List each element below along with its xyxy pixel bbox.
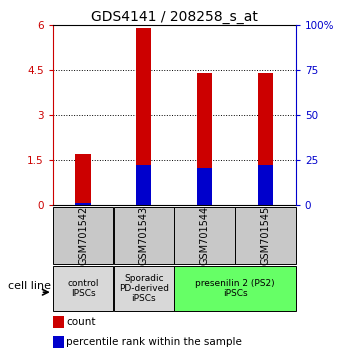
Bar xyxy=(258,73,273,205)
Bar xyxy=(136,165,151,205)
Text: GSM701542: GSM701542 xyxy=(78,206,88,265)
Bar xyxy=(53,316,64,328)
Text: presenilin 2 (PS2)
iPSCs: presenilin 2 (PS2) iPSCs xyxy=(195,279,275,298)
Bar xyxy=(197,73,212,205)
Text: percentile rank within the sample: percentile rank within the sample xyxy=(66,337,242,347)
Bar xyxy=(53,336,64,348)
FancyBboxPatch shape xyxy=(174,206,235,264)
Bar xyxy=(75,203,91,205)
Bar xyxy=(136,28,151,205)
Text: count: count xyxy=(66,317,96,327)
Title: GDS4141 / 208258_s_at: GDS4141 / 208258_s_at xyxy=(91,10,258,24)
FancyBboxPatch shape xyxy=(174,267,296,310)
FancyBboxPatch shape xyxy=(114,206,174,264)
Text: GSM701544: GSM701544 xyxy=(200,206,210,265)
FancyBboxPatch shape xyxy=(53,267,113,310)
Text: GSM701545: GSM701545 xyxy=(260,206,270,265)
FancyBboxPatch shape xyxy=(235,206,296,264)
Bar xyxy=(75,154,91,205)
Text: control
IPSCs: control IPSCs xyxy=(67,279,99,298)
Bar xyxy=(197,168,212,205)
Text: cell line: cell line xyxy=(8,281,51,291)
Bar xyxy=(258,165,273,205)
Text: Sporadic
PD-derived
iPSCs: Sporadic PD-derived iPSCs xyxy=(119,274,169,303)
FancyBboxPatch shape xyxy=(53,206,113,264)
FancyBboxPatch shape xyxy=(114,267,174,310)
Text: GSM701543: GSM701543 xyxy=(139,206,149,265)
